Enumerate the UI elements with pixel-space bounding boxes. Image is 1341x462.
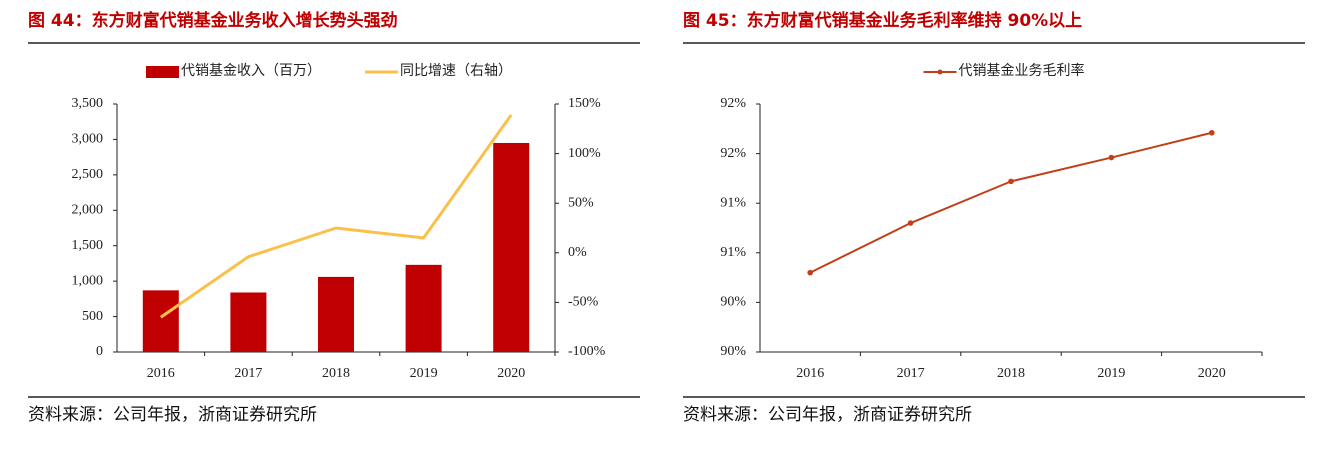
y-tick-label: 0: [96, 344, 103, 359]
x-tick-label: 2019: [410, 366, 438, 381]
point: [807, 269, 813, 276]
x-tick-label: 2016: [796, 366, 824, 381]
point: [1108, 154, 1115, 161]
y-tick-label: 90%: [720, 344, 746, 359]
y2-tick-label: -100%: [568, 344, 606, 359]
y-tick-label: 92%: [720, 96, 746, 111]
x-tick-label: 2019: [1097, 366, 1125, 381]
y-tick-label: 2,000: [72, 203, 104, 218]
point: [1008, 178, 1014, 185]
point: [1209, 129, 1215, 136]
x-tick-label: 2020: [497, 366, 525, 381]
x-tick-label: 2017: [234, 366, 262, 381]
x-tick-label: 2018: [997, 366, 1025, 381]
chart-title: 图 45：东方财富代销基金业务毛利率维持 90%以上: [683, 10, 1082, 31]
y2-tick-label: 0%: [568, 245, 587, 260]
legend-marker: [937, 69, 943, 75]
y-tick-label: 90%: [720, 295, 746, 310]
bar: [142, 290, 179, 352]
bar: [493, 142, 530, 352]
legend-swatch: [146, 66, 179, 78]
y2-tick-label: 100%: [568, 146, 601, 161]
x-tick-label: 2020: [1198, 366, 1226, 381]
point: [907, 220, 914, 226]
y-tick-label: 3,000: [72, 132, 104, 147]
bar: [230, 292, 267, 352]
y-tick-label: 1,500: [72, 238, 104, 253]
line-series: [159, 114, 513, 319]
x-tick-label: 2016: [147, 366, 175, 381]
y-tick-label: 3,500: [72, 96, 104, 111]
y2-tick-label: -50%: [568, 295, 599, 310]
bar: [405, 264, 442, 352]
legend-label: 代销基金业务毛利率: [959, 62, 1085, 79]
y-tick-label: 92%: [720, 146, 746, 161]
y2-tick-label: 150%: [568, 96, 601, 111]
source-note: 资料来源：公司年报，浙商证券研究所: [683, 405, 972, 424]
y-tick-label: 2,500: [72, 167, 104, 182]
bar: [318, 276, 354, 352]
legend-label: 同比增速（右轴）: [400, 63, 512, 79]
chart-panel: 图 44：东方财富代销基金业务收入增长势头强劲资料来源：公司年报，浙商证券研究所…: [28, 10, 640, 424]
y-tick-label: 1,000: [72, 273, 104, 288]
chart-panel: 图 45：东方财富代销基金业务毛利率维持 90%以上资料来源：公司年报，浙商证券…: [683, 10, 1305, 424]
y-tick-label: 91%: [720, 245, 746, 260]
legend-label: 代销基金收入（百万）: [181, 62, 321, 79]
x-tick-label: 2018: [322, 366, 350, 381]
line-series: [809, 131, 1213, 274]
chart-title: 图 44：东方财富代销基金业务收入增长势头强劲: [28, 10, 398, 31]
y-tick-label: 500: [82, 309, 103, 324]
y-tick-label: 91%: [720, 195, 746, 210]
x-tick-label: 2017: [897, 366, 925, 381]
source-note: 资料来源：公司年报，浙商证券研究所: [28, 405, 317, 424]
y2-tick-label: 50%: [568, 195, 594, 210]
